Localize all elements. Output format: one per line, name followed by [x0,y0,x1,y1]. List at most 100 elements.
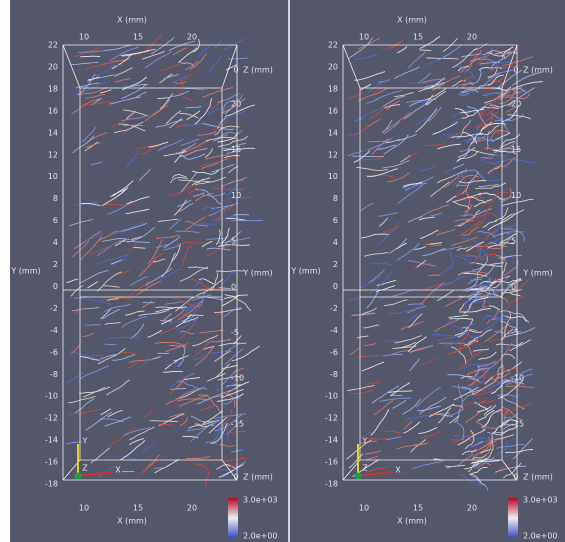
streamline [348,297,361,302]
y-tick-label: 20 [511,100,521,109]
streamline [207,297,224,301]
streamline [141,300,153,308]
y-tick-label: -18 [325,480,338,489]
streamline [462,138,475,142]
streamline [470,458,487,465]
streamline [98,465,116,478]
streamline [178,47,198,63]
streamline [407,215,423,223]
x-tick-label: 10 [79,33,89,42]
streamline [496,444,524,449]
streamline [124,83,149,88]
streamline [460,375,480,382]
streamline [505,385,534,388]
streamline [177,398,210,402]
z-tick-label: 0 [233,473,238,482]
streamline [501,255,513,262]
streamline [80,86,108,95]
streamline [90,447,110,464]
streamline [176,199,192,208]
streamline [202,86,234,98]
streamline [464,410,482,424]
streamline [454,329,482,336]
streamline [366,118,381,128]
y-axis-title: Y (mm) [10,267,40,276]
streamline [427,77,445,90]
streamline [214,382,238,392]
streamline [394,92,414,98]
streamline [409,358,420,372]
streamline [138,258,156,277]
streamline [180,147,208,158]
streamline [227,57,248,60]
streamline [205,136,238,142]
streamline [475,205,494,227]
z-tick-label: 0 [233,66,238,75]
streamline [144,51,173,69]
streamline [77,73,96,96]
streamline [474,390,495,396]
streamline [184,377,201,381]
streamline [138,168,151,182]
streamline [80,298,112,306]
streamline [193,354,205,360]
streamline [222,143,247,150]
streamline [222,231,242,248]
streamline [493,330,522,335]
streamline [394,66,420,79]
y-tick-label: -14 [325,436,338,445]
streamline [171,243,181,262]
streamline [459,307,491,313]
streamline [480,156,493,160]
streamline [72,135,95,154]
streamline [491,232,514,243]
streamline [369,271,393,295]
streamline [485,315,510,318]
streamline [96,255,128,265]
streamline [168,118,183,129]
streamline [509,339,532,352]
streamline [482,92,503,97]
streamline [212,421,222,442]
y-tick-label: -8 [50,370,58,379]
colorbar [508,498,518,538]
streamline [177,380,208,390]
streamline [469,279,482,281]
streamline [419,396,447,415]
streamline [347,384,375,392]
streamline [481,277,491,308]
streamline [499,227,525,242]
streamline [126,196,150,205]
streamline [126,150,139,168]
streamline [437,44,462,61]
streamline [478,72,501,91]
streamline [193,337,215,358]
streamline [476,242,490,253]
streamline [457,147,476,158]
streamline [419,35,441,50]
streamline [172,298,200,307]
streamline [163,236,181,249]
z-axis-title: Z (mm) [523,66,553,75]
streamline [481,408,502,428]
streamline [79,365,109,380]
streamline [218,342,247,347]
streamline [487,237,512,246]
streamline [409,98,437,107]
streamline [457,65,476,80]
streamline [476,46,500,65]
streamline [447,374,475,381]
streamline [458,308,475,311]
y-tick-label: 10 [328,172,338,181]
y-tick-label: -5 [511,328,519,337]
streamline [449,415,460,424]
streamline [354,54,378,60]
streamline [458,179,487,184]
y-tick-label: 20 [48,62,58,71]
streamline [503,423,517,426]
streamline [496,440,508,456]
streamline [407,336,427,353]
streamline [214,125,240,136]
streamline [104,416,132,427]
streamline [222,364,239,369]
